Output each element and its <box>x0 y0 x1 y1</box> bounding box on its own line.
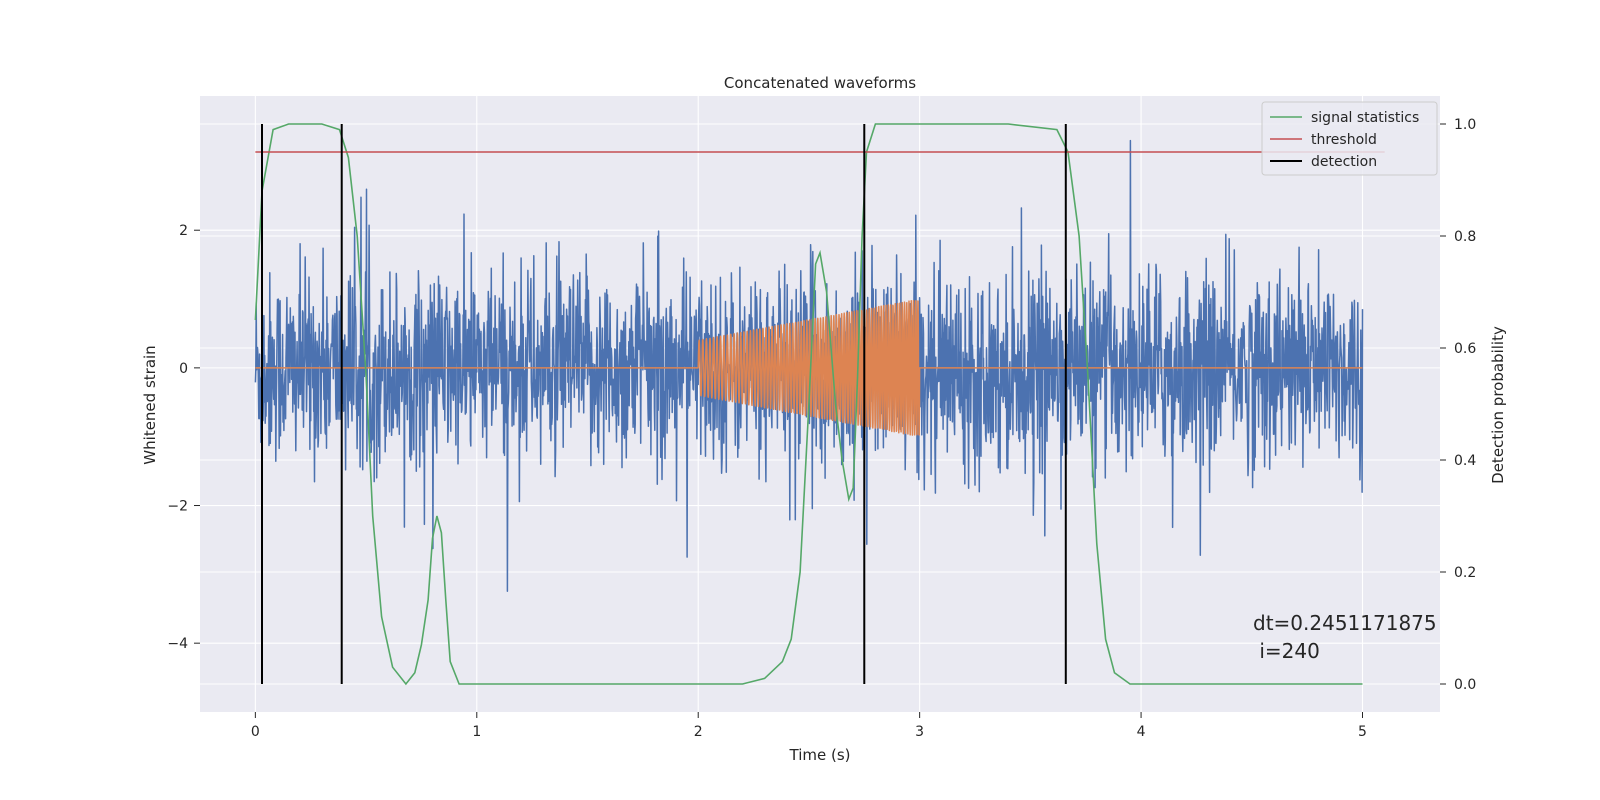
left-y-tick-label: −4 <box>167 636 188 652</box>
x-tick-label: 3 <box>915 724 924 740</box>
chart-title: Concatenated waveforms <box>724 74 916 92</box>
chirp-template-series <box>255 299 1363 436</box>
legend-label-signal-statistics: signal statistics <box>1311 110 1419 126</box>
x-tick-label: 5 <box>1358 724 1367 740</box>
right-y-axis: 0.0 0.2 0.4 0.6 0.8 1.0 <box>1440 117 1476 693</box>
x-axis: 0 1 2 3 4 5 <box>251 712 1367 740</box>
left-y-axis-label: Whitened strain <box>141 345 159 464</box>
legend: signal statistics threshold detection <box>1261 101 1438 176</box>
annotation-dt: dt=0.2451171875 <box>1253 611 1437 635</box>
right-y-axis-label: Detection probability <box>1489 326 1507 484</box>
right-y-tick-label: 0.8 <box>1454 229 1476 245</box>
signal-statistics-series <box>254 123 1363 686</box>
legend-label-detection: detection <box>1311 154 1377 170</box>
left-y-tick-label: 0 <box>179 361 188 377</box>
x-tick-label: 1 <box>472 724 481 740</box>
legend-label-threshold: threshold <box>1311 132 1377 148</box>
right-y-tick-label: 1.0 <box>1454 117 1476 133</box>
left-y-axis: −4 −2 0 2 <box>167 223 200 652</box>
x-tick-label: 2 <box>694 724 703 740</box>
right-y-tick-label: 0.6 <box>1454 341 1476 357</box>
left-y-tick-label: −2 <box>167 499 188 515</box>
x-tick-label: 4 <box>1137 724 1146 740</box>
right-y-tick-label: 0.2 <box>1454 565 1476 581</box>
legend-box <box>1261 101 1438 176</box>
x-tick-label: 0 <box>251 724 260 740</box>
x-axis-label: Time (s) <box>789 746 851 764</box>
left-y-tick-label: 2 <box>179 223 188 239</box>
detection-lines <box>261 124 1067 684</box>
right-y-tick-label: 0.4 <box>1454 453 1476 469</box>
right-y-tick-label: 0.0 <box>1454 677 1476 693</box>
annotation-index: i=240 <box>1253 639 1320 663</box>
